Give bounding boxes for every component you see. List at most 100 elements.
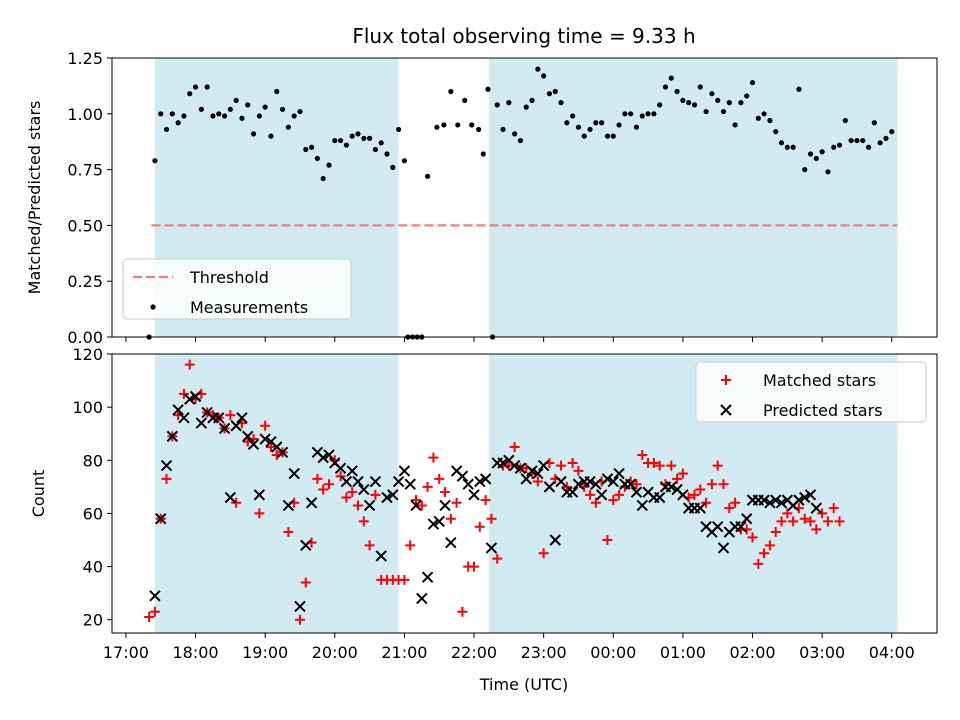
measurement-point xyxy=(274,88,280,95)
measurement-point xyxy=(593,120,599,126)
top-y-tick-label: 0.00 xyxy=(67,328,103,347)
predicted-star-point xyxy=(775,497,788,509)
measurement-point xyxy=(773,129,779,135)
matched-star-point xyxy=(411,495,422,506)
bottom-y-tick-label: 20 xyxy=(83,611,103,630)
figure-title: Flux total observing time = 9.33 h xyxy=(352,24,695,48)
matched-star-point xyxy=(532,476,543,487)
measurement-point xyxy=(216,111,222,117)
predicted-star-point xyxy=(665,481,677,493)
top-series-0 xyxy=(146,66,895,340)
x-tick-label: 04:00 xyxy=(869,643,915,662)
legend-label: Measurements xyxy=(190,298,308,317)
predicted-star-point xyxy=(358,483,370,496)
matched-star-point xyxy=(451,497,462,508)
matched-star-point xyxy=(428,452,439,463)
measurement-point xyxy=(749,79,756,86)
measurement-point xyxy=(790,144,796,150)
predicted-star-point xyxy=(479,473,492,485)
predicted-star-point xyxy=(398,465,411,477)
measurement-point xyxy=(314,155,320,162)
matched-star-point xyxy=(323,479,334,490)
predicted-star-point xyxy=(572,478,585,490)
x-tick-label: 19:00 xyxy=(242,643,288,662)
predicted-star-point xyxy=(810,502,823,514)
measurement-point xyxy=(158,111,164,117)
measurement-point xyxy=(842,117,848,124)
x-tick-label: 02:00 xyxy=(729,643,775,662)
measurement-point xyxy=(622,111,628,117)
measurement-point xyxy=(546,91,553,97)
matched-star-point xyxy=(677,468,688,479)
matched-star-point xyxy=(260,420,271,431)
predicted-star-point xyxy=(427,518,440,530)
measurement-point xyxy=(337,137,344,144)
predicted-star-point xyxy=(601,473,614,485)
predicted-star-point xyxy=(514,462,527,474)
matched-star-point xyxy=(590,497,601,508)
measurement-point xyxy=(825,169,831,175)
matched-star-point xyxy=(788,516,799,527)
matched-star-point xyxy=(254,508,265,519)
predicted-star-point xyxy=(485,542,498,554)
measurement-point xyxy=(366,135,373,141)
matched-star-point xyxy=(231,497,242,508)
measurement-point xyxy=(441,122,447,128)
measurement-point xyxy=(523,104,529,110)
measurement-point xyxy=(210,113,216,119)
matched-star-point xyxy=(556,460,567,471)
matched-star-point xyxy=(364,540,375,551)
measurement-point xyxy=(517,137,524,144)
predicted-star-point xyxy=(653,491,666,504)
measurement-point xyxy=(720,108,727,115)
measurement-point xyxy=(291,113,297,119)
measurement-point xyxy=(175,120,181,126)
predicted-star-point xyxy=(711,521,724,533)
predicted-star-point xyxy=(300,539,312,552)
bottom-y-tick-label: 80 xyxy=(83,451,103,470)
predicted-star-point xyxy=(160,459,173,472)
bottom-legend-box xyxy=(695,361,927,423)
measurement-point xyxy=(628,111,634,117)
measurement-point xyxy=(657,102,663,108)
bottom-panel: 20 40 60 80 100 120 Count 17:00 18:00 19:00 20:00 2… xyxy=(29,345,938,662)
predicted-star-point xyxy=(381,491,393,504)
measurement-point xyxy=(674,88,680,95)
measurement-point xyxy=(575,124,582,130)
x-tick-label: 18:00 xyxy=(172,643,218,662)
measurement-point xyxy=(564,120,570,126)
predicted-star-point xyxy=(474,475,486,488)
x-tick-label: 21:00 xyxy=(381,643,427,662)
measurement-point xyxy=(233,97,239,104)
measurement-point xyxy=(680,97,686,104)
matched-star-point xyxy=(312,473,323,484)
measurement-point xyxy=(455,122,461,128)
measurement-point xyxy=(860,137,866,144)
matched-star-point xyxy=(149,606,160,617)
measurement-point xyxy=(384,151,390,157)
measurement-point xyxy=(529,97,535,104)
matched-star-point xyxy=(358,516,369,527)
measurement-point xyxy=(169,111,175,117)
measurement-point xyxy=(889,129,895,135)
predicted-star-point xyxy=(526,465,538,477)
measurement-point xyxy=(245,102,251,108)
top-axes-frame xyxy=(111,57,938,338)
predicted-star-point xyxy=(352,475,364,488)
predicted-star-point xyxy=(537,459,550,472)
matched-star-point xyxy=(637,449,648,460)
predicted-star-point xyxy=(764,497,776,509)
matched-star-point xyxy=(712,460,723,471)
measurement-point xyxy=(187,91,193,97)
predicted-star-point xyxy=(445,536,457,549)
predicted-star-point xyxy=(242,430,254,443)
matched-star-point xyxy=(648,457,659,468)
predicted-star-point xyxy=(416,592,428,605)
predicted-star-point xyxy=(456,470,469,482)
matched-star-point xyxy=(753,558,764,569)
measurement-point xyxy=(250,131,257,137)
predicted-star-point xyxy=(149,590,161,602)
measurement-point xyxy=(262,104,268,110)
predicted-star-point xyxy=(213,412,225,424)
